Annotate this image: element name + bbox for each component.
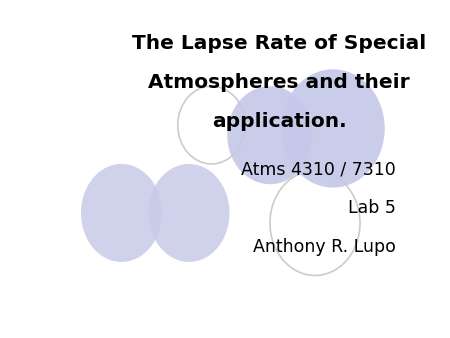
Ellipse shape [227,86,313,184]
Text: Anthony R. Lupo: Anthony R. Lupo [253,238,396,256]
Ellipse shape [148,164,230,262]
Ellipse shape [281,69,385,188]
Text: Atms 4310 / 7310: Atms 4310 / 7310 [241,160,396,178]
Text: application.: application. [212,112,346,131]
Text: Atmospheres and their: Atmospheres and their [148,73,410,92]
Text: The Lapse Rate of Special: The Lapse Rate of Special [132,34,426,53]
Text: Lab 5: Lab 5 [348,199,396,217]
Ellipse shape [81,164,162,262]
